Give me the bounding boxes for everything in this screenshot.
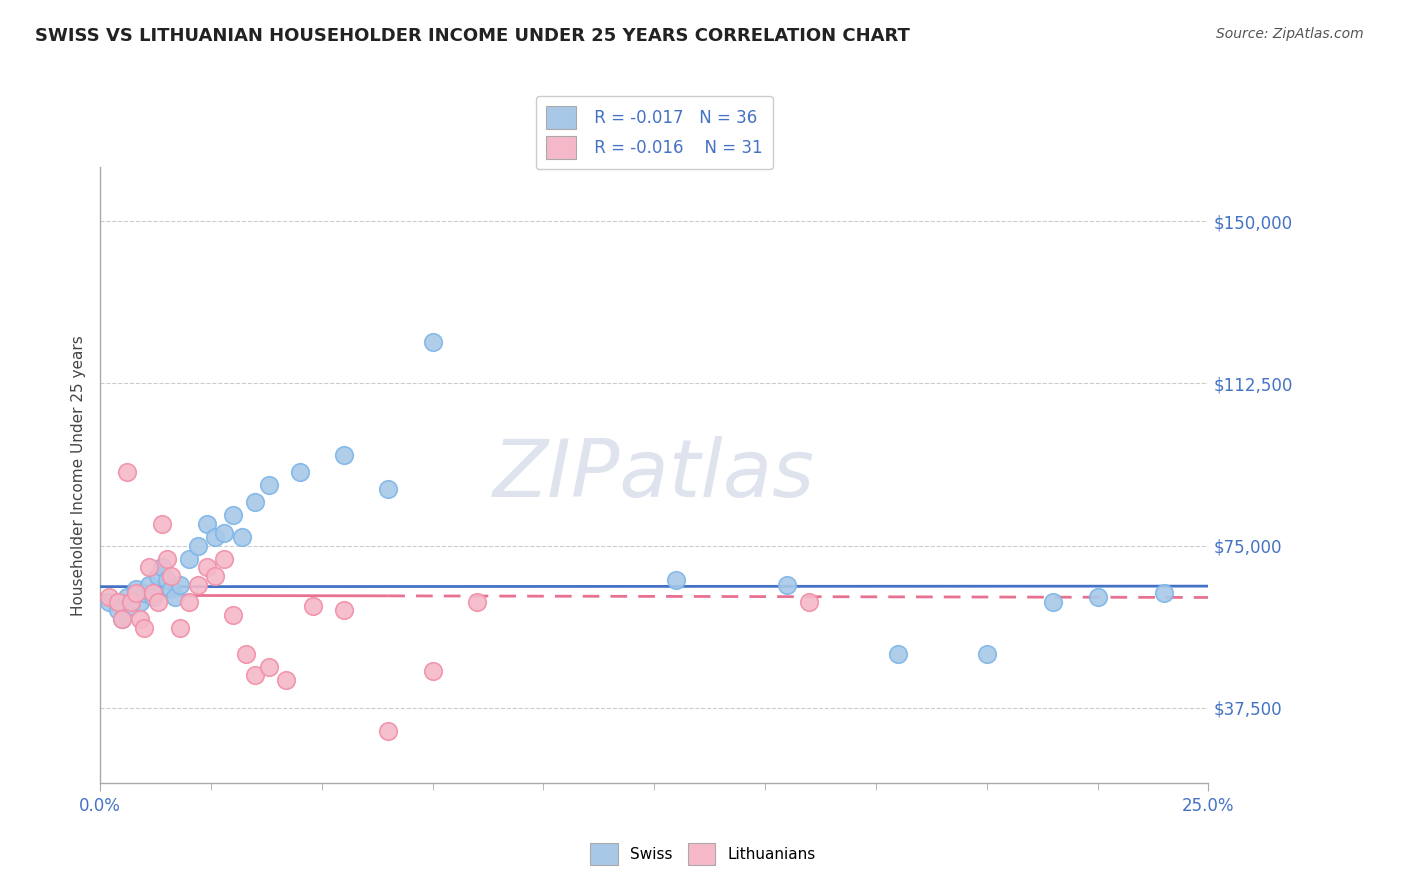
Point (422, 335, 444, 350)
Point (276, 673, 298, 687)
Y-axis label: Householder Income Under 25 years: Householder Income Under 25 years (72, 335, 86, 615)
Point (222, 607, 245, 622)
Text: ZIPatlas: ZIPatlas (494, 436, 815, 515)
Point (150, 560, 173, 574)
Point (222, 508, 245, 523)
Point (976, 647, 998, 661)
Point (187, 539, 209, 553)
Point (212, 525, 235, 540)
Point (212, 551, 235, 566)
Point (98, 591, 121, 605)
Point (195, 516, 218, 531)
Point (665, 573, 688, 587)
Point (465, 595, 488, 609)
Point (111, 612, 134, 626)
Point (150, 516, 173, 531)
Point (160, 582, 183, 596)
Point (138, 560, 160, 574)
Point (204, 569, 226, 583)
Text: Source: ZipAtlas.com: Source: ZipAtlas.com (1216, 27, 1364, 41)
Point (333, 448, 356, 462)
Point (160, 569, 183, 583)
Point (245, 495, 267, 509)
Point (107, 603, 129, 617)
Point (377, 483, 399, 497)
Point (129, 595, 152, 609)
Point (111, 612, 134, 626)
Point (134, 621, 156, 635)
Point (177, 551, 200, 566)
Point (146, 595, 169, 609)
Point (129, 612, 152, 626)
Point (231, 530, 253, 544)
Point (333, 603, 356, 617)
Point (204, 530, 226, 544)
Point (124, 582, 146, 596)
Point (422, 664, 444, 678)
Point (776, 577, 799, 591)
Point (235, 647, 257, 661)
Point (142, 591, 165, 605)
Point (98, 595, 121, 609)
Point (1042, 595, 1064, 609)
Point (169, 621, 191, 635)
Point (142, 586, 165, 600)
Legend: Swiss, Lithuanians: Swiss, Lithuanians (583, 837, 823, 871)
Point (288, 465, 311, 479)
Point (115, 465, 138, 479)
Point (120, 595, 142, 609)
Point (245, 668, 267, 682)
Point (177, 595, 200, 609)
Point (377, 724, 399, 739)
Point (1153, 586, 1175, 600)
Point (257, 659, 280, 673)
Point (195, 560, 218, 574)
Point (115, 591, 138, 605)
Point (887, 647, 910, 661)
Legend:  R = -0.017   N = 36,  R = -0.016    N = 31: R = -0.017 N = 36, R = -0.016 N = 31 (536, 95, 773, 169)
Point (107, 595, 129, 609)
Point (257, 478, 280, 492)
Point (1087, 591, 1109, 605)
Point (187, 577, 209, 591)
Point (134, 586, 156, 600)
Point (165, 591, 187, 605)
Point (138, 577, 160, 591)
Point (156, 551, 179, 566)
Point (156, 573, 179, 587)
Point (146, 569, 169, 583)
Point (302, 599, 325, 614)
Point (799, 595, 821, 609)
Text: SWISS VS LITHUANIAN HOUSEHOLDER INCOME UNDER 25 YEARS CORRELATION CHART: SWISS VS LITHUANIAN HOUSEHOLDER INCOME U… (35, 27, 910, 45)
Point (120, 599, 142, 614)
Point (124, 586, 146, 600)
Point (169, 577, 191, 591)
